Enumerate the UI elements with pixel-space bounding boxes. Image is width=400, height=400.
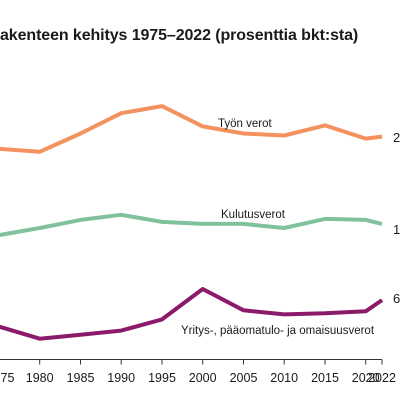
end-value-label: 2 <box>393 130 400 145</box>
x-axis: 975 1980 1985 1990 1995 2000 2005 2010 2015 20202… <box>0 359 396 385</box>
series-labels: Työn verot 2 Kulutusverot 1 Yritys-, pääomat… <box>181 118 400 337</box>
x-tick-label: 2022 <box>368 371 396 385</box>
x-tick-label: 975 <box>0 371 14 385</box>
x-tick-label: 2010 <box>270 371 298 385</box>
x-tick-label: 1980 <box>26 371 54 385</box>
x-tick-label: 2005 <box>230 371 258 385</box>
chart-title: akenteen kehitys 1975–2022 (prosenttia b… <box>0 27 359 44</box>
series-line-työn-verot <box>0 104 383 154</box>
series-label-yritys-pääomatulo-ja-omaisuusverot: Yritys-, pääomatulo- ja omaisuusverot <box>181 325 375 337</box>
series-label-kulutusverot: Kulutusverot <box>221 209 286 221</box>
end-value-label: 1 <box>393 222 400 237</box>
x-tick-label: 1990 <box>107 371 135 385</box>
x-tick-label: 1985 <box>67 371 95 385</box>
x-tick-label: 1995 <box>148 371 176 385</box>
x-tick-label: 2015 <box>311 371 339 385</box>
x-tick-label: 2000 <box>189 371 217 385</box>
series-label-työn-verot: Työn verot <box>218 118 272 130</box>
series-line-kulutusverot <box>0 212 383 237</box>
x-tick-label: 2020 <box>352 371 380 385</box>
end-value-label: 6 <box>393 291 400 306</box>
series-lines <box>0 104 384 341</box>
